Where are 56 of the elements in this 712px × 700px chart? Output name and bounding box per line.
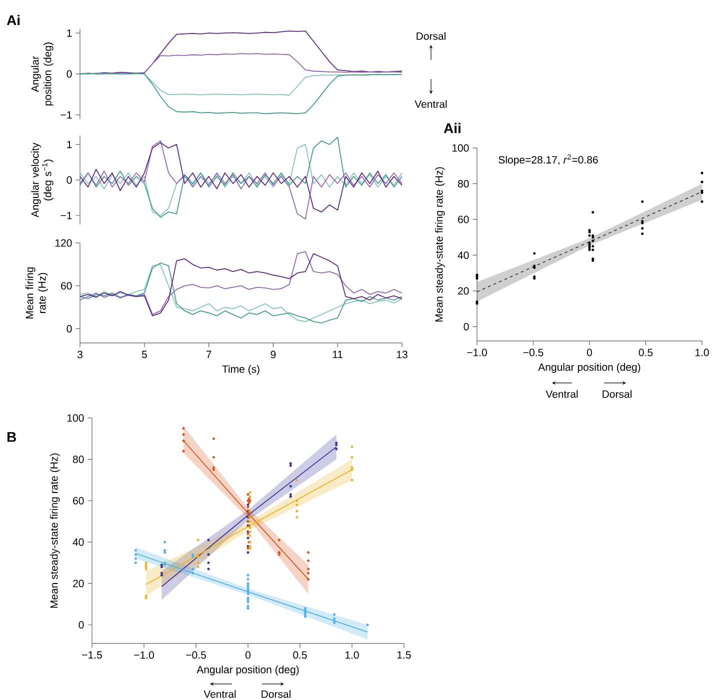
x-tick-label: 1.5 (398, 651, 411, 659)
y-tick-label: 20 (458, 287, 469, 295)
x-tick-label: −1.5 (82, 651, 102, 659)
text: Ventral (546, 390, 578, 398)
chart-title: Ai (6, 14, 20, 26)
x-tick-label: 5 (142, 350, 147, 358)
x-tick-label: 0 (245, 651, 251, 659)
y-tick-label: 1 (67, 140, 72, 148)
x-tick-label: −0.5 (523, 348, 544, 356)
y-tick-label: 0 (464, 322, 469, 330)
chart-title: Aii (444, 122, 460, 134)
x-tick-label: 1.0 (696, 348, 709, 356)
text: Ventral (414, 100, 447, 108)
x-tick-label: 3 (77, 350, 82, 358)
x-tick-label: 13 (396, 350, 408, 358)
y-tick-label: 20 (73, 580, 84, 588)
x-tick-label: −1.0 (134, 651, 154, 659)
x-axis-title: Time (s) (222, 365, 260, 375)
y-tick-label: 120 (55, 239, 72, 247)
y-tick-label: 80 (72, 456, 84, 464)
y-tick-label: 0 (66, 176, 72, 184)
y-tick-label: 80 (458, 180, 469, 188)
y-tick-label: −1 (60, 212, 72, 220)
y-tick-label: 40 (72, 538, 84, 546)
text: B (7, 432, 16, 442)
x-tick-label: 0.5 (293, 651, 307, 659)
y-tick-label: 60 (458, 216, 469, 224)
y-axis-title: Angular position (deg) (31, 42, 54, 106)
x-tick-label: 7 (206, 350, 212, 358)
x-tick-label: −1.0 (467, 348, 487, 356)
x-tick-label: −0.5 (186, 651, 206, 659)
y-tick-label: 0 (78, 621, 84, 629)
text: Dorsal (416, 32, 446, 40)
x-tick-label: 11 (332, 350, 343, 358)
x-tick-label: 9 (270, 350, 276, 358)
text: Dorsal (602, 390, 632, 398)
x-tick-label: 0.5 (638, 348, 653, 356)
x-axis-title: Angular position (deg) (538, 363, 640, 373)
annotation: Slope=28.17, r$^{2}$=0.86 (498, 154, 598, 166)
text: Dorsal (262, 690, 290, 698)
y-tick-label: −1 (60, 111, 72, 119)
y-axis-title: Mean steady-state firing rate (Hz) (50, 454, 60, 608)
x-tick-label: 1.0 (346, 651, 359, 659)
x-axis-title: Angular position (deg) (196, 666, 299, 676)
x-tick-label: 0 (586, 348, 592, 356)
y-tick-label: 40 (458, 252, 469, 259)
y-tick-label: 100 (452, 144, 469, 152)
y-tick-label: 0 (66, 324, 72, 332)
y-tick-label: 60 (73, 497, 84, 504)
y-tick-label: 1 (67, 29, 72, 37)
y-tick-label: 60 (61, 282, 72, 290)
y-axis-title: Mean firing rate (Hz) (26, 267, 48, 318)
y-tick-label: 100 (67, 414, 84, 422)
y-tick-label: 0 (66, 70, 72, 78)
y-axis-title: Mean steady-state firing rate (Hz) (435, 167, 445, 322)
text: Ventral (204, 690, 236, 698)
